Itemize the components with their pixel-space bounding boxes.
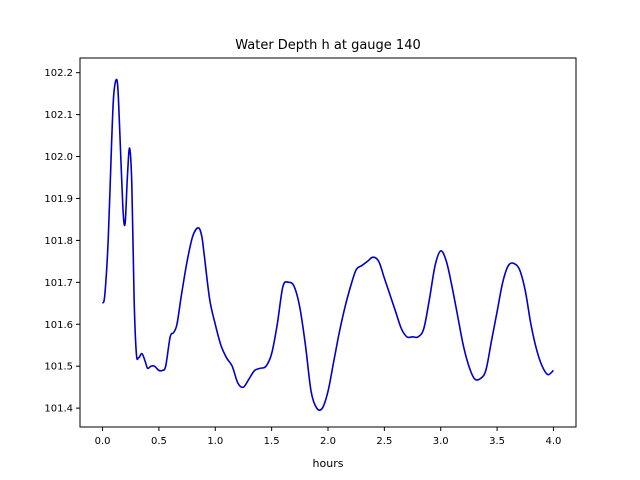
y-axis: 101.4 101.5 101.6 101.7 101.8 101.9 102.0 102.1… (44, 68, 80, 415)
x-tick-label: 1.0 (207, 436, 223, 447)
y-tick-label: 102.2 (44, 68, 73, 79)
x-axis: 0.0 0.5 1.0 1.5 2.0 2.5 3.0 3.5 4.0 (95, 427, 562, 447)
series-line-0 (101, 78, 554, 412)
y-tick-label: 102.1 (44, 110, 73, 121)
x-tick-label: 2.5 (376, 436, 392, 447)
x-tick-label: 0.0 (95, 436, 111, 447)
y-tick-label: 101.5 (44, 362, 73, 373)
x-axis-title: hours (313, 457, 344, 470)
y-tick-label: 101.4 (44, 404, 73, 415)
y-tick-label: 101.9 (44, 194, 73, 205)
y-tick-label: 101.6 (44, 320, 73, 331)
x-tick-label: 3.0 (433, 436, 449, 447)
plot-area (101, 78, 554, 412)
x-tick-label: 1.5 (264, 436, 280, 447)
plot-frame (79, 57, 577, 428)
x-tick-label: 2.0 (320, 436, 336, 447)
y-tick-label: 102.0 (44, 152, 73, 163)
x-tick-label: 3.5 (489, 436, 505, 447)
x-tick-label: 4.0 (546, 436, 562, 447)
chart-title: Water Depth h at gauge 140 (235, 38, 421, 53)
x-tick-label: 0.5 (151, 436, 167, 447)
y-tick-label: 101.8 (44, 236, 73, 247)
y-tick-label: 101.7 (44, 278, 73, 289)
